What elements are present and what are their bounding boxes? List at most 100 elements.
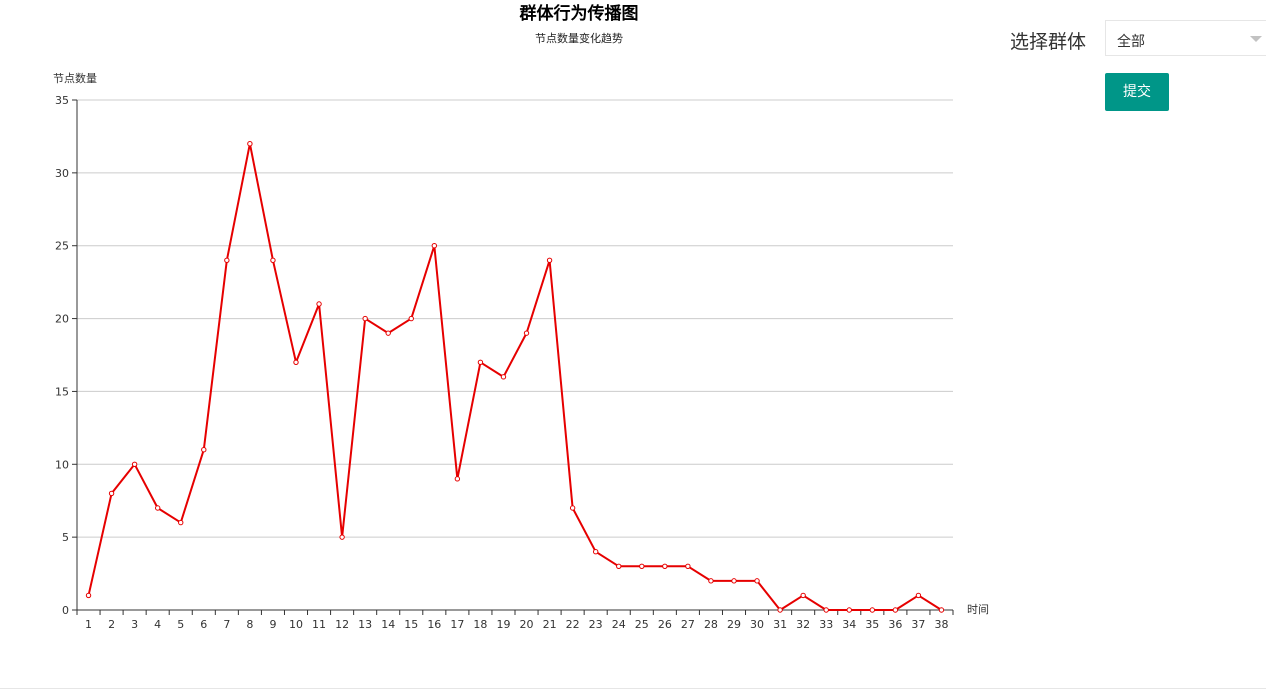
x-tick-label: 10 (289, 618, 303, 631)
data-point[interactable] (823, 607, 829, 613)
x-tick-label: 7 (223, 618, 230, 631)
data-point[interactable] (108, 490, 115, 497)
y-tick-label: 0 (62, 604, 69, 617)
data-point[interactable] (131, 461, 138, 467)
y-tick-label: 5 (62, 531, 69, 544)
data-point[interactable] (777, 607, 783, 613)
data-point[interactable] (892, 607, 899, 613)
x-tick-label: 1 (85, 618, 92, 631)
x-tick-label: 14 (381, 618, 395, 631)
x-tick-label: 9 (269, 618, 276, 631)
x-tick-label: 2 (108, 618, 115, 631)
group-select[interactable]: 全部 (1105, 20, 1266, 56)
data-point[interactable] (293, 359, 299, 365)
x-tick-label: 34 (842, 618, 856, 631)
x-tick-label: 4 (154, 618, 161, 631)
x-tick-label: 11 (312, 618, 326, 631)
data-point[interactable] (431, 243, 438, 249)
x-tick-label: 23 (589, 618, 603, 631)
x-tick-label: 6 (200, 618, 207, 631)
x-tick-label: 20 (520, 618, 534, 631)
data-point[interactable] (546, 257, 553, 263)
x-tick-label: 22 (566, 618, 580, 631)
data-point[interactable] (247, 141, 253, 147)
x-tick-label: 25 (635, 618, 649, 631)
y-tick-label: 15 (55, 385, 69, 398)
data-point[interactable] (800, 592, 806, 599)
data-point[interactable] (569, 505, 576, 511)
series-points (85, 141, 945, 613)
x-tick-label: 15 (404, 618, 418, 631)
x-tick-label: 13 (358, 618, 372, 631)
data-point[interactable] (154, 505, 161, 511)
series-line (87, 142, 943, 611)
x-tick-label: 37 (911, 618, 925, 631)
data-point[interactable] (201, 447, 207, 453)
y-axis-label: 节点数量 (53, 72, 97, 85)
x-tick-label: 38 (934, 618, 948, 631)
x-tick-label: 16 (427, 618, 441, 631)
submit-button[interactable]: 提交 (1105, 73, 1169, 111)
data-point[interactable] (477, 359, 484, 365)
data-point[interactable] (523, 330, 530, 336)
data-point[interactable] (592, 549, 599, 555)
data-point[interactable] (662, 563, 668, 569)
grid-lines (77, 99, 953, 538)
group-select-value: 全部 (1117, 34, 1145, 50)
x-tick-label: 28 (704, 618, 718, 631)
chart-subtitle: 节点数量变化趋势 (535, 31, 623, 45)
x-tick-label: 24 (612, 618, 626, 631)
divider (0, 688, 1266, 689)
x-axis-label: 时间 (967, 603, 989, 616)
data-point[interactable] (85, 592, 92, 599)
x-tick-label: 31 (773, 618, 787, 631)
chart-title: 群体行为传播图 (520, 3, 639, 24)
y-tick-label: 10 (55, 458, 69, 471)
line-chart: 群体行为传播图 节点数量变化趋势 节点数量 时间 051015202530351… (53, 3, 989, 631)
data-point[interactable] (500, 374, 507, 380)
data-point[interactable] (731, 578, 737, 584)
x-tick-label: 8 (246, 618, 253, 631)
x-tick-label: 35 (865, 618, 879, 631)
data-point[interactable] (869, 607, 876, 613)
data-point[interactable] (408, 315, 414, 322)
y-tick-label: 20 (55, 313, 69, 326)
data-point[interactable] (316, 301, 322, 307)
x-tick-label: 27 (681, 618, 695, 631)
x-tick-label: 21 (543, 618, 557, 631)
data-point[interactable] (616, 563, 622, 569)
data-point[interactable] (846, 607, 852, 613)
data-point[interactable] (339, 534, 345, 540)
x-tick-label: 18 (473, 618, 487, 631)
y-tick-label: 30 (55, 167, 69, 180)
data-point[interactable] (938, 607, 945, 613)
x-tick-label: 32 (796, 618, 810, 631)
x-tick-label: 26 (658, 618, 672, 631)
data-point[interactable] (224, 257, 230, 263)
x-tick-label: 5 (177, 618, 184, 631)
data-point[interactable] (362, 315, 368, 322)
data-point[interactable] (639, 563, 645, 569)
data-point[interactable] (685, 563, 691, 569)
x-tick-label: 29 (727, 618, 741, 631)
y-tick-label: 25 (55, 240, 69, 253)
series-path (87, 142, 943, 611)
x-tick-label: 30 (750, 618, 764, 631)
chevron-down-icon (1250, 36, 1262, 42)
y-tick-label: 35 (55, 94, 69, 107)
group-select-label: 选择群体 (1010, 31, 1087, 53)
data-point[interactable] (385, 330, 391, 336)
x-tick-label: 17 (450, 618, 464, 631)
x-tick-label: 12 (335, 618, 349, 631)
data-point[interactable] (178, 519, 184, 526)
x-tick-label: 3 (131, 618, 138, 631)
x-tick-label: 19 (496, 618, 510, 631)
data-point[interactable] (708, 578, 714, 584)
data-point[interactable] (270, 257, 276, 263)
data-point[interactable] (915, 592, 922, 599)
x-tick-label: 36 (888, 618, 902, 631)
data-point[interactable] (754, 578, 760, 584)
data-point[interactable] (454, 476, 461, 482)
x-tick-label: 33 (819, 618, 833, 631)
